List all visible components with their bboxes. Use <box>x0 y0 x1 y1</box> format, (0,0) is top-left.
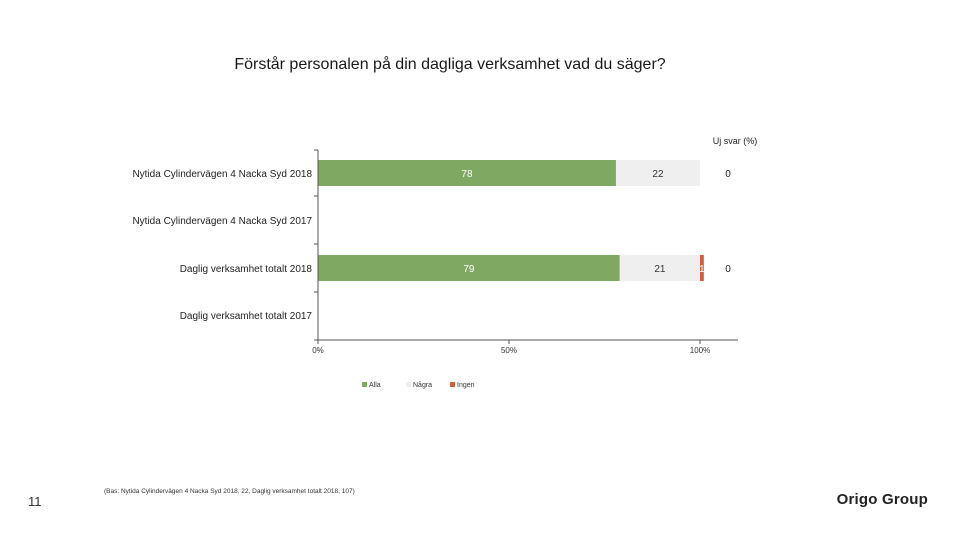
category-label: Nytida Cylindervägen 4 Nacka Syd 2017 <box>132 216 312 227</box>
legend-swatch-ingen <box>450 382 455 387</box>
bars-layer <box>318 160 704 281</box>
footnote: (Bas: Nytida Cylindervägen 4 Nacka Syd 2… <box>104 488 355 495</box>
bar-value-label: 21 <box>654 264 666 275</box>
uj-svar-value: 0 <box>725 169 731 180</box>
bar-segment-alla <box>318 255 620 281</box>
legend-label-nagra: Några <box>413 381 432 389</box>
bar-segment-nagra <box>619 255 700 281</box>
bar-segment-alla <box>318 160 616 186</box>
x-tick-label: 0% <box>312 346 324 355</box>
legend-label-ingen: Ingen <box>457 382 475 389</box>
bar-value-label: 79 <box>463 264 475 275</box>
x-tick-label: 100% <box>690 346 710 355</box>
category-label: Daglig verksamhet totalt 2017 <box>180 311 313 322</box>
axis-layer: 0% 50% 100% <box>312 149 738 355</box>
bar-value-label: 1 <box>699 264 705 275</box>
category-label: Daglig verksamhet totalt 2018 <box>180 264 313 275</box>
uj-svar-value: 0 <box>725 264 731 275</box>
brand-logo: Origo Group <box>836 491 928 508</box>
chart-title: Förstår personalen på din dagliga verksa… <box>234 56 666 73</box>
legend-swatch-nagra <box>406 382 411 387</box>
bar-value-label: 78 <box>461 169 473 180</box>
legend-swatch-alla <box>362 382 367 387</box>
page-number: 11 <box>28 494 42 509</box>
legend-layer: Alla Några Ingen <box>362 381 475 389</box>
bar-value-label: 22 <box>652 169 664 180</box>
legend-label-alla: Alla <box>369 382 381 389</box>
category-label: Nytida Cylindervägen 4 Nacka Syd 2018 <box>132 169 312 180</box>
x-tick-label: 50% <box>501 346 517 355</box>
bar-segment-nagra <box>615 160 700 186</box>
labels-layer: Nytida Cylindervägen 4 Nacka Syd 2018 78 2… <box>132 136 757 322</box>
bar-segment-ingen <box>700 255 704 281</box>
uj-svar-header: Uj svar (%) <box>713 136 758 146</box>
